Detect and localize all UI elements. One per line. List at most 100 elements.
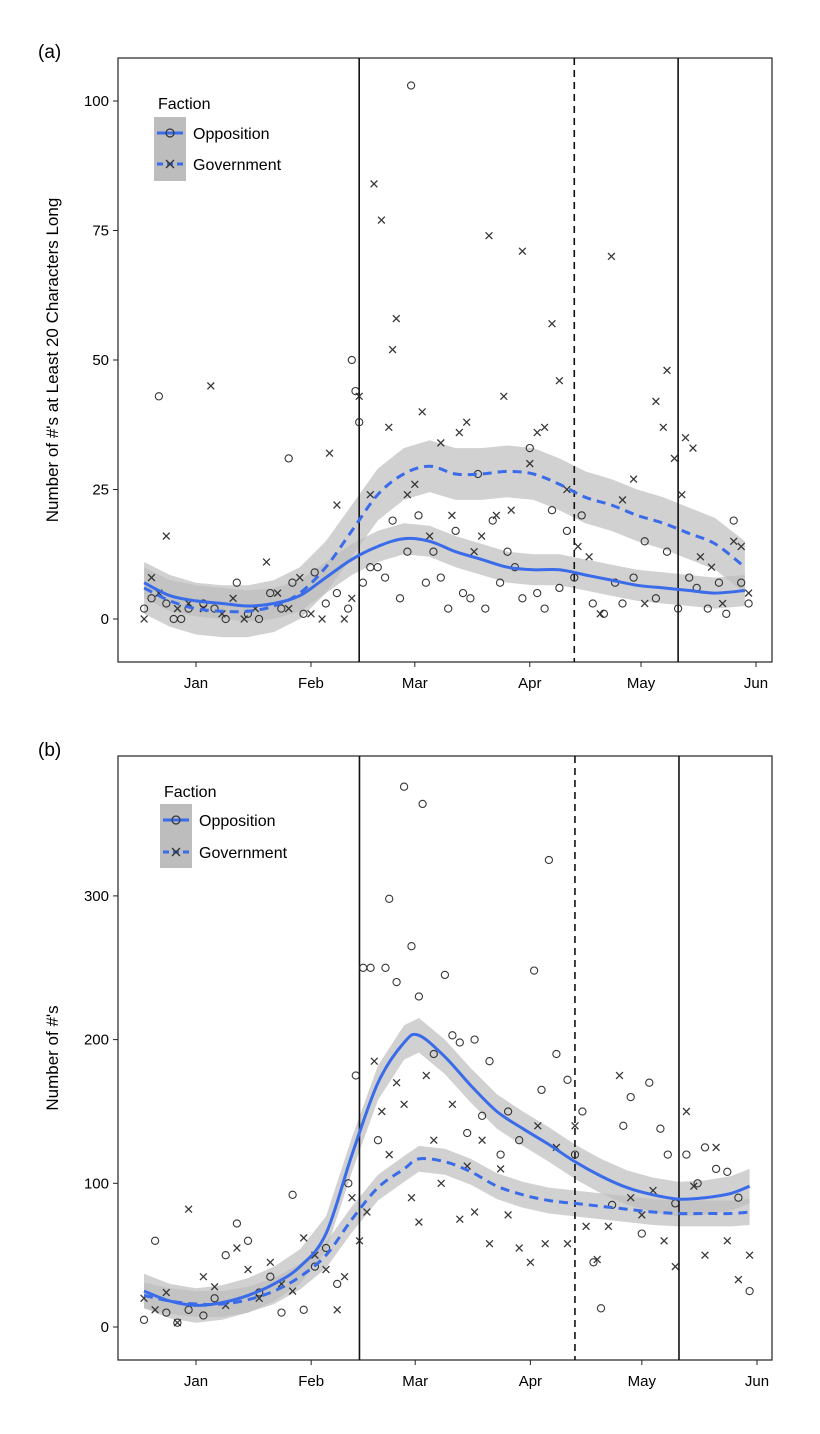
point-opposition bbox=[254, 614, 264, 624]
point-government bbox=[355, 1236, 364, 1245]
x-tick-label: Jan bbox=[184, 1373, 208, 1390]
point-opposition bbox=[388, 516, 397, 525]
point-government bbox=[422, 1071, 431, 1080]
point-government bbox=[333, 1305, 342, 1314]
panel-a-legend-key-bg bbox=[154, 117, 186, 181]
point-opposition bbox=[744, 599, 753, 608]
point-government bbox=[515, 1244, 524, 1252]
point-opposition bbox=[618, 599, 627, 608]
point-government bbox=[162, 1288, 171, 1297]
point-government bbox=[485, 1239, 494, 1248]
point-opposition bbox=[332, 588, 342, 598]
point-opposition bbox=[351, 1071, 360, 1080]
point-opposition bbox=[414, 992, 424, 1001]
point-opposition bbox=[552, 1049, 561, 1059]
point-opposition bbox=[737, 578, 746, 587]
point-government bbox=[455, 1215, 464, 1224]
panel-b-legend: Faction Opposition Government bbox=[160, 784, 288, 868]
point-opposition bbox=[645, 1078, 654, 1087]
point-government bbox=[307, 609, 315, 618]
panel-a-legend-government-label: Government bbox=[193, 157, 282, 174]
point-government bbox=[729, 537, 738, 546]
smooth-line-government bbox=[143, 1157, 750, 1306]
point-government bbox=[626, 1193, 635, 1202]
point-government bbox=[499, 392, 508, 401]
point-government bbox=[637, 1211, 646, 1219]
panel-b-points bbox=[139, 782, 754, 1327]
point-opposition bbox=[734, 1193, 743, 1202]
point-government bbox=[206, 382, 215, 390]
point-opposition bbox=[392, 977, 401, 987]
point-opposition bbox=[284, 454, 293, 463]
y-tick-label: 200 bbox=[84, 1032, 109, 1049]
point-government bbox=[737, 542, 746, 551]
x-tick-label: Mar bbox=[402, 1373, 428, 1390]
point-government bbox=[593, 1255, 602, 1264]
panel-a-smooth-lines bbox=[143, 464, 746, 614]
point-opposition bbox=[596, 1304, 606, 1313]
point-opposition bbox=[640, 537, 649, 546]
point-opposition bbox=[243, 1236, 253, 1245]
point-government bbox=[392, 314, 401, 323]
point-opposition bbox=[451, 526, 460, 536]
point-government bbox=[682, 1107, 691, 1116]
point-opposition bbox=[310, 1262, 320, 1271]
point-opposition bbox=[173, 1318, 182, 1327]
point-government bbox=[640, 599, 649, 608]
point-government bbox=[478, 1136, 486, 1145]
point-opposition bbox=[656, 1124, 665, 1133]
point-opposition bbox=[139, 1315, 149, 1324]
point-government bbox=[377, 1107, 386, 1116]
point-government bbox=[659, 423, 668, 432]
point-opposition bbox=[485, 1057, 494, 1066]
point-government bbox=[477, 532, 486, 540]
point-opposition bbox=[563, 1075, 572, 1084]
point-opposition bbox=[589, 1258, 598, 1267]
point-government bbox=[504, 1211, 512, 1219]
point-opposition bbox=[711, 1164, 721, 1174]
point-government bbox=[173, 1318, 182, 1327]
point-government bbox=[540, 423, 549, 432]
point-opposition bbox=[288, 1190, 297, 1199]
point-opposition bbox=[651, 594, 661, 603]
point-government bbox=[470, 547, 478, 556]
point-government bbox=[723, 1236, 732, 1245]
point-opposition bbox=[562, 526, 572, 536]
point-government bbox=[525, 459, 534, 468]
x-tick-label: Apr bbox=[519, 1373, 542, 1390]
point-government bbox=[322, 1265, 330, 1274]
point-opposition bbox=[481, 604, 490, 613]
point-opposition bbox=[496, 1150, 505, 1159]
point-opposition bbox=[729, 516, 738, 525]
point-opposition bbox=[570, 1150, 580, 1159]
y-tick-label: 100 bbox=[84, 93, 109, 110]
point-government bbox=[596, 609, 605, 618]
panel-b-y-axis: 0 100 200 300 bbox=[84, 888, 118, 1336]
point-opposition bbox=[232, 1219, 242, 1228]
x-tick-label: Jan bbox=[184, 675, 208, 692]
point-government bbox=[407, 1193, 416, 1202]
point-government bbox=[436, 439, 445, 447]
x-tick-label: Mar bbox=[402, 675, 428, 692]
panel-a-x-axis: Jan Feb Mar Apr May Jun bbox=[184, 662, 768, 692]
panel-a-event-lines bbox=[358, 58, 679, 662]
point-government bbox=[173, 604, 182, 613]
point-government bbox=[384, 423, 393, 432]
point-opposition bbox=[693, 1179, 702, 1188]
point-government bbox=[199, 1272, 208, 1281]
point-opposition bbox=[321, 1243, 331, 1253]
point-government bbox=[671, 1262, 680, 1271]
point-opposition bbox=[333, 1279, 342, 1289]
point-opposition bbox=[495, 578, 505, 587]
panel-b: (b) 0 100 200 300 Jan Feb Mar Apr May Jun Number… bbox=[38, 740, 773, 1390]
point-government bbox=[392, 1078, 401, 1087]
point-government bbox=[403, 490, 412, 499]
point-government bbox=[210, 1282, 219, 1291]
point-government bbox=[418, 407, 427, 416]
point-government bbox=[462, 418, 471, 427]
point-opposition bbox=[488, 516, 497, 525]
point-opposition bbox=[518, 594, 527, 603]
point-opposition bbox=[403, 547, 412, 556]
point-opposition bbox=[525, 443, 534, 453]
point-opposition bbox=[299, 609, 308, 618]
